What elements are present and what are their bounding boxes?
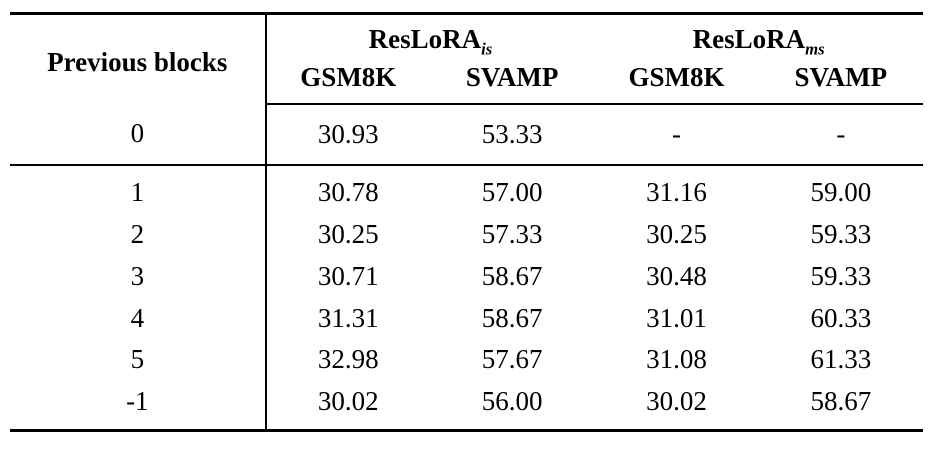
cell-value: 58.67 <box>810 386 872 416</box>
row-label: 5 <box>10 339 267 381</box>
cell-value: - <box>594 103 759 167</box>
col-header-svamp: SVAMP <box>758 56 923 105</box>
cell-value: 31.01 <box>646 302 707 333</box>
group-header-row: Previous blocks ResLoRAis ResLoRAms <box>10 13 923 104</box>
cell-value: 60.33 <box>810 302 872 333</box>
results-table: Previous blocks ResLoRAis ResLoRAms GSM8… <box>10 12 923 432</box>
cell-value: 31.31 <box>317 302 379 333</box>
table-body: 0 30.93 53.33- -1 30.78 57.00 31.16 59.00 2 30.25… <box>10 103 923 431</box>
cell-value: 59.00 <box>810 177 872 208</box>
table-row: 2 30.25 57.33 30.25 59.33 <box>10 214 923 256</box>
table-row: 3 30.71 58.67 30.48 59.33 <box>10 255 923 298</box>
cell-value: 31.16 <box>646 177 707 208</box>
cell-value: - <box>758 103 923 167</box>
cell-value: 58.67 <box>481 260 543 291</box>
cell-value: 57.33 <box>481 219 543 249</box>
cell-value: 57.00 <box>481 177 543 208</box>
col-header-svamp: SVAMP <box>429 56 595 105</box>
row-label: 3 <box>10 255 267 298</box>
table-header: Previous blocks ResLoRAis ResLoRAms GSM8… <box>10 13 923 105</box>
col-header-gsm8k: GSM8K <box>594 56 759 105</box>
cell-value: 56.00 <box>481 386 543 416</box>
cell-value: 30.48 <box>646 260 707 291</box>
cell-value: 30.78 <box>317 177 379 208</box>
col-header-gsm8k: GSM8K <box>265 56 430 105</box>
cell-value: 59.33 <box>810 260 872 291</box>
table-row: 1 30.78 57.00 31.16 59.00 <box>10 165 923 214</box>
group-subscript: is <box>481 39 493 59</box>
table-row: -1 30.02 56.00 30.02 58.67 <box>10 381 923 431</box>
group-base: ResLoRA <box>692 24 806 54</box>
group-header-reslora-ms: ResLoRAms <box>594 14 923 57</box>
group-subscript: ms <box>805 39 825 59</box>
previous-blocks-header: Previous blocks <box>10 13 267 104</box>
row-label: 4 <box>10 297 267 340</box>
cell-value: 58.67 <box>481 302 543 333</box>
cell-value: 30.93 <box>265 103 430 167</box>
row-label: 0 <box>10 103 267 167</box>
row-label: -1 <box>10 381 267 431</box>
cell-value: 30.02 <box>646 386 707 416</box>
group-header-reslora-is: ResLoRAis <box>266 14 595 57</box>
subheader-row: GSM8K SVAMP GSM8K SVAMP <box>10 56 923 105</box>
cell-value: 31.08 <box>646 344 707 375</box>
group-base: ResLoRA <box>368 24 482 54</box>
cell-value: 30.25 <box>646 219 707 249</box>
row-label: 2 <box>10 214 267 256</box>
cell-value: 53.33 <box>429 103 595 167</box>
cell-value: 30.25 <box>317 219 379 249</box>
table-row: 0 30.93 53.33- - <box>10 103 923 167</box>
table-row: 5 32.98 57.67 31.08 61.33 <box>10 339 923 381</box>
cell-value: 30.71 <box>317 260 379 291</box>
table-row: 4 31.31 58.67 31.01 60.33 <box>10 297 923 340</box>
cell-value: 32.98 <box>317 344 379 375</box>
cell-value: 30.02 <box>317 386 379 416</box>
row-label: 1 <box>10 165 267 214</box>
cell-value: 57.67 <box>481 344 543 375</box>
cell-value: 59.33 <box>810 219 872 249</box>
cell-value: 61.33 <box>810 344 872 375</box>
